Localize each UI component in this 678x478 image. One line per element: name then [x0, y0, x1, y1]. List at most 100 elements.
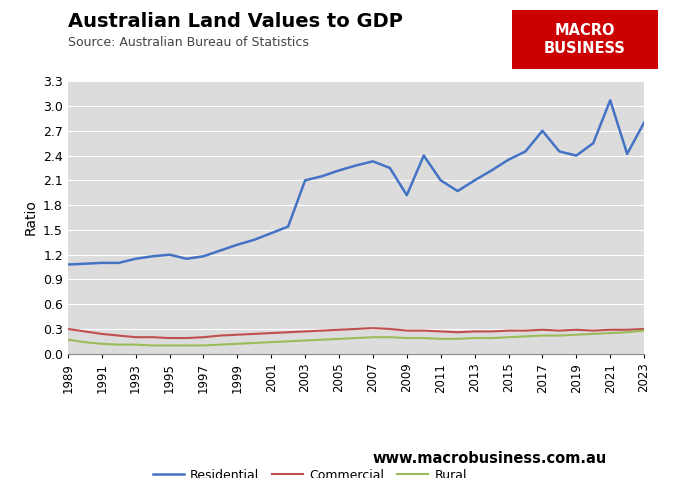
Residential: [420, 152, 428, 158]
Rural: [216, 342, 224, 348]
Rural: [640, 328, 648, 334]
Residential: [216, 248, 224, 253]
Residential: [115, 260, 123, 266]
Rural: [589, 331, 597, 337]
Rural: [437, 336, 445, 342]
Residential: [165, 252, 174, 258]
Commercial: [504, 328, 513, 334]
Residential: [148, 253, 157, 259]
Rural: [81, 339, 89, 345]
Rural: [64, 337, 72, 343]
Commercial: [301, 328, 309, 334]
Residential: [64, 261, 72, 267]
Rural: [301, 337, 309, 343]
Rural: [386, 334, 394, 340]
Residential: [352, 163, 360, 168]
Commercial: [81, 328, 89, 334]
Residential: [284, 224, 292, 229]
Residential: [98, 260, 106, 266]
Commercial: [589, 328, 597, 334]
Rural: [521, 334, 530, 339]
Text: www.macrobusiness.com.au: www.macrobusiness.com.au: [373, 451, 607, 466]
Commercial: [420, 328, 428, 334]
Commercial: [335, 327, 343, 333]
Text: MACRO
BUSINESS: MACRO BUSINESS: [544, 22, 626, 56]
Commercial: [606, 327, 614, 333]
Rural: [165, 343, 174, 348]
Commercial: [233, 332, 241, 337]
Line: Rural: Rural: [68, 331, 644, 346]
Rural: [318, 337, 326, 343]
Commercial: [471, 328, 479, 334]
Residential: [589, 141, 597, 146]
Residential: [199, 253, 207, 259]
Residential: [386, 165, 394, 171]
Legend: Residential, Commercial, Rural: Residential, Commercial, Rural: [148, 464, 472, 478]
Commercial: [64, 326, 72, 332]
Rural: [504, 334, 513, 340]
Commercial: [199, 334, 207, 340]
Commercial: [555, 328, 563, 334]
Rural: [555, 333, 563, 338]
Commercial: [352, 326, 360, 332]
Line: Commercial: Commercial: [68, 328, 644, 338]
Rural: [454, 336, 462, 342]
Text: Source: Australian Bureau of Statistics: Source: Australian Bureau of Statistics: [68, 36, 308, 49]
Residential: [369, 159, 377, 164]
Residential: [403, 192, 411, 198]
Rural: [132, 342, 140, 348]
Residential: [555, 149, 563, 154]
Commercial: [572, 327, 580, 333]
Residential: [267, 230, 275, 236]
Commercial: [487, 328, 496, 334]
Commercial: [437, 328, 445, 334]
Residential: [623, 151, 631, 157]
Residential: [335, 168, 343, 174]
Residential: [538, 128, 546, 134]
Commercial: [538, 327, 546, 333]
Residential: [454, 188, 462, 194]
Rural: [250, 340, 258, 346]
Rural: [98, 341, 106, 347]
Commercial: [216, 333, 224, 338]
Rural: [369, 334, 377, 340]
Commercial: [267, 330, 275, 336]
Commercial: [640, 326, 648, 332]
Residential: [301, 177, 309, 183]
Commercial: [369, 325, 377, 331]
Commercial: [165, 335, 174, 341]
Rural: [115, 342, 123, 348]
Residential: [471, 177, 479, 183]
Residential: [640, 120, 648, 125]
Commercial: [403, 328, 411, 334]
Rural: [623, 329, 631, 335]
Rural: [420, 335, 428, 341]
Rural: [606, 330, 614, 336]
Residential: [250, 237, 258, 243]
Commercial: [284, 329, 292, 335]
Rural: [403, 335, 411, 341]
Commercial: [521, 328, 530, 334]
Residential: [318, 174, 326, 179]
Rural: [267, 339, 275, 345]
Rural: [352, 335, 360, 341]
Rural: [284, 338, 292, 344]
Residential: [233, 242, 241, 248]
Rural: [199, 343, 207, 348]
Line: Residential: Residential: [68, 100, 644, 264]
Rural: [487, 335, 496, 341]
Rural: [233, 341, 241, 347]
Residential: [487, 168, 496, 174]
Rural: [335, 336, 343, 342]
Commercial: [623, 327, 631, 333]
Rural: [471, 335, 479, 341]
Commercial: [386, 326, 394, 332]
Rural: [572, 332, 580, 337]
Residential: [504, 157, 513, 163]
Commercial: [250, 331, 258, 337]
Text: Australian Land Values to GDP: Australian Land Values to GDP: [68, 12, 403, 31]
Rural: [182, 343, 191, 348]
Commercial: [148, 334, 157, 340]
Residential: [606, 98, 614, 103]
Commercial: [318, 328, 326, 334]
